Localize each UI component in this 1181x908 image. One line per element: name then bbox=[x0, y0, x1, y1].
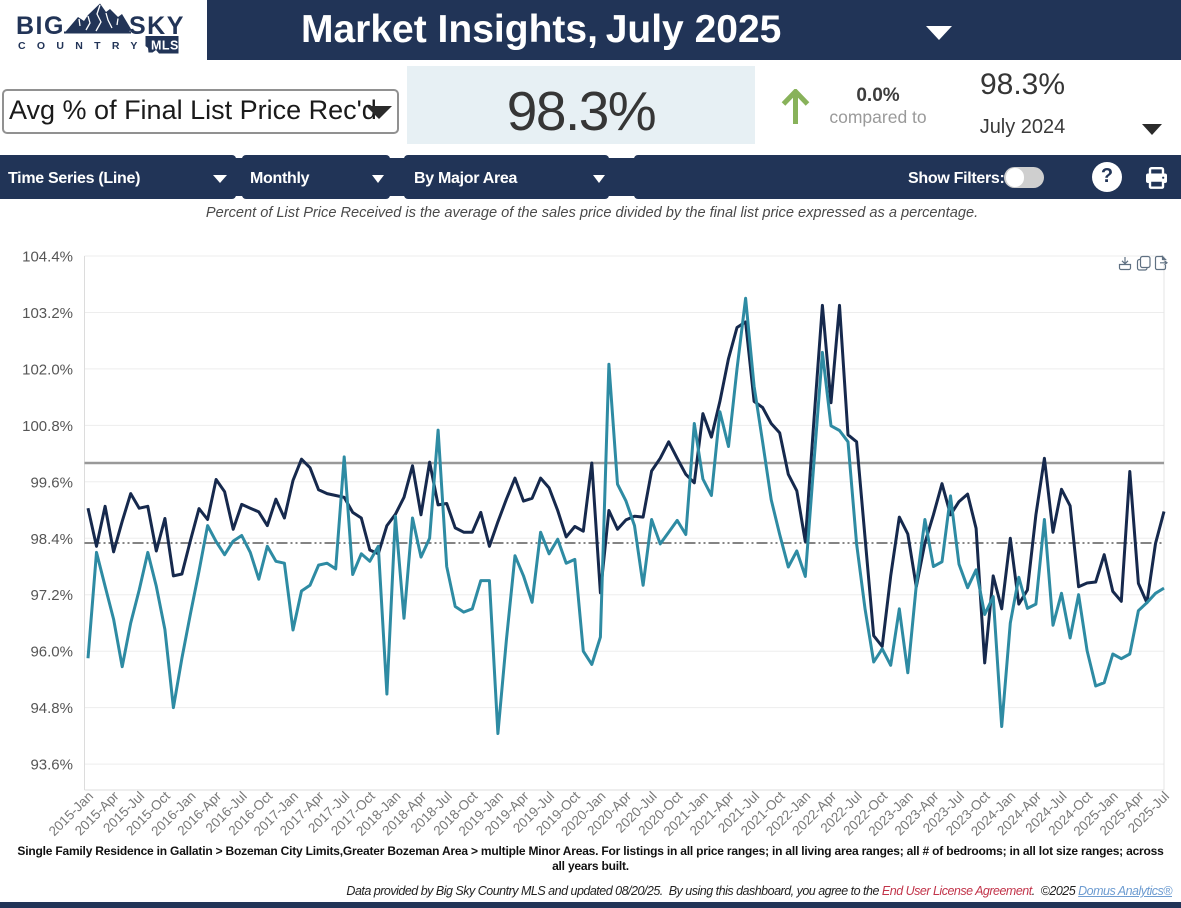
svg-text:COUNTRY: COUNTRY bbox=[18, 40, 149, 52]
svg-text:SKY: SKY bbox=[129, 12, 185, 40]
svg-text:BIG: BIG bbox=[16, 12, 65, 40]
svg-text:99.6%: 99.6% bbox=[30, 474, 73, 491]
svg-text:104.4%: 104.4% bbox=[22, 249, 73, 266]
svg-text:98.4%: 98.4% bbox=[30, 531, 73, 548]
svg-text:100.8%: 100.8% bbox=[22, 418, 73, 435]
svg-text:97.2%: 97.2% bbox=[30, 587, 73, 604]
svg-text:102.0%: 102.0% bbox=[22, 361, 73, 378]
svg-text:93.6%: 93.6% bbox=[30, 757, 73, 774]
svg-text:MLS: MLS bbox=[151, 39, 179, 53]
svg-text:96.0%: 96.0% bbox=[30, 644, 73, 661]
svg-text:103.2%: 103.2% bbox=[22, 305, 73, 322]
svg-text:94.8%: 94.8% bbox=[30, 700, 73, 717]
